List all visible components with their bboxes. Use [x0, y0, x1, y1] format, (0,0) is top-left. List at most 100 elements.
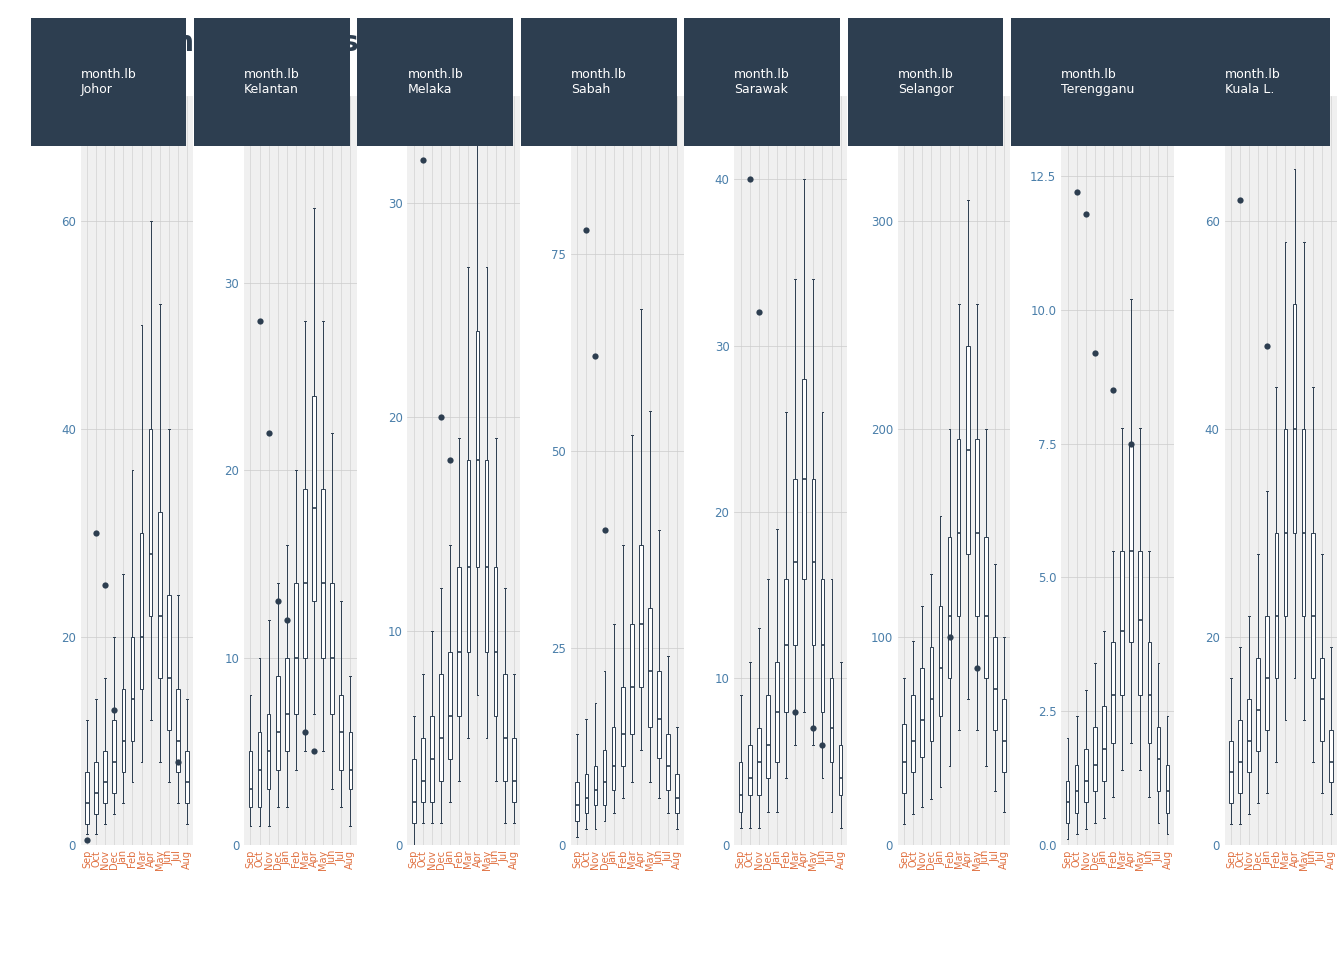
PathPatch shape [1075, 764, 1078, 813]
PathPatch shape [948, 537, 952, 679]
PathPatch shape [1138, 551, 1142, 695]
PathPatch shape [331, 583, 335, 714]
PathPatch shape [266, 714, 270, 789]
PathPatch shape [340, 695, 343, 770]
PathPatch shape [249, 751, 253, 807]
PathPatch shape [1003, 699, 1005, 772]
PathPatch shape [130, 636, 134, 741]
PathPatch shape [430, 716, 434, 802]
PathPatch shape [911, 695, 915, 772]
PathPatch shape [739, 761, 742, 811]
PathPatch shape [1257, 658, 1261, 751]
PathPatch shape [157, 512, 161, 679]
PathPatch shape [1230, 741, 1232, 804]
PathPatch shape [140, 533, 144, 689]
PathPatch shape [1066, 780, 1070, 824]
PathPatch shape [1320, 658, 1324, 741]
PathPatch shape [185, 751, 188, 804]
PathPatch shape [1284, 429, 1288, 616]
PathPatch shape [930, 647, 933, 741]
Text: month.lb
Kuala L.: month.lb Kuala L. [1224, 68, 1281, 96]
PathPatch shape [902, 724, 906, 793]
PathPatch shape [612, 727, 616, 790]
PathPatch shape [439, 674, 444, 780]
Text: month.lb
Johor: month.lb Johor [81, 68, 136, 96]
PathPatch shape [766, 695, 770, 779]
PathPatch shape [829, 679, 833, 761]
Text: month.lb
Kelantan: month.lb Kelantan [245, 68, 300, 96]
PathPatch shape [1274, 533, 1278, 679]
PathPatch shape [821, 579, 824, 711]
PathPatch shape [312, 396, 316, 601]
PathPatch shape [984, 537, 988, 679]
PathPatch shape [1129, 444, 1133, 641]
PathPatch shape [785, 579, 788, 711]
PathPatch shape [812, 479, 816, 645]
PathPatch shape [749, 745, 751, 795]
PathPatch shape [575, 781, 579, 821]
PathPatch shape [449, 652, 452, 759]
PathPatch shape [921, 668, 925, 757]
PathPatch shape [1111, 641, 1114, 743]
PathPatch shape [294, 583, 297, 714]
PathPatch shape [957, 440, 961, 616]
PathPatch shape [304, 490, 306, 658]
PathPatch shape [648, 609, 652, 727]
Text: month.lb
Terengganu: month.lb Terengganu [1062, 68, 1134, 96]
PathPatch shape [176, 689, 180, 772]
PathPatch shape [602, 750, 606, 805]
PathPatch shape [285, 658, 289, 751]
PathPatch shape [485, 460, 488, 652]
PathPatch shape [1083, 749, 1087, 802]
PathPatch shape [466, 460, 470, 652]
PathPatch shape [585, 774, 589, 813]
PathPatch shape [1310, 533, 1314, 679]
PathPatch shape [1102, 706, 1106, 780]
PathPatch shape [149, 429, 152, 616]
PathPatch shape [276, 677, 280, 770]
Text: month.lb
Selangor: month.lb Selangor [898, 68, 953, 96]
PathPatch shape [1238, 720, 1242, 793]
PathPatch shape [657, 671, 661, 758]
PathPatch shape [476, 331, 480, 566]
PathPatch shape [802, 379, 806, 579]
PathPatch shape [503, 674, 507, 780]
PathPatch shape [757, 729, 761, 795]
Text: month.lb
Sarawak: month.lb Sarawak [734, 68, 790, 96]
PathPatch shape [167, 595, 171, 731]
PathPatch shape [638, 545, 642, 687]
PathPatch shape [839, 745, 843, 795]
PathPatch shape [121, 689, 125, 772]
PathPatch shape [621, 687, 625, 766]
PathPatch shape [793, 479, 797, 645]
PathPatch shape [1157, 727, 1160, 791]
PathPatch shape [1329, 731, 1333, 782]
PathPatch shape [1302, 429, 1305, 616]
PathPatch shape [493, 566, 497, 716]
PathPatch shape [1148, 641, 1152, 743]
PathPatch shape [1266, 616, 1269, 731]
PathPatch shape [348, 732, 352, 789]
PathPatch shape [421, 738, 425, 802]
PathPatch shape [594, 766, 597, 805]
PathPatch shape [1247, 699, 1251, 772]
PathPatch shape [1165, 764, 1169, 813]
PathPatch shape [775, 661, 780, 761]
Text: month.lb
Sabah: month.lb Sabah [571, 68, 626, 96]
Text: Seasonal Diagnostics: Seasonal Diagnostics [81, 29, 414, 57]
PathPatch shape [667, 734, 669, 790]
PathPatch shape [974, 440, 978, 616]
PathPatch shape [94, 761, 98, 814]
PathPatch shape [321, 490, 325, 658]
PathPatch shape [1121, 551, 1124, 695]
PathPatch shape [85, 772, 89, 824]
PathPatch shape [1293, 304, 1297, 533]
PathPatch shape [676, 774, 679, 813]
Text: month.lb
Melaka: month.lb Melaka [407, 68, 464, 96]
PathPatch shape [103, 751, 108, 804]
PathPatch shape [512, 738, 516, 802]
PathPatch shape [258, 732, 261, 807]
PathPatch shape [457, 566, 461, 716]
PathPatch shape [1093, 727, 1097, 791]
PathPatch shape [993, 636, 997, 731]
